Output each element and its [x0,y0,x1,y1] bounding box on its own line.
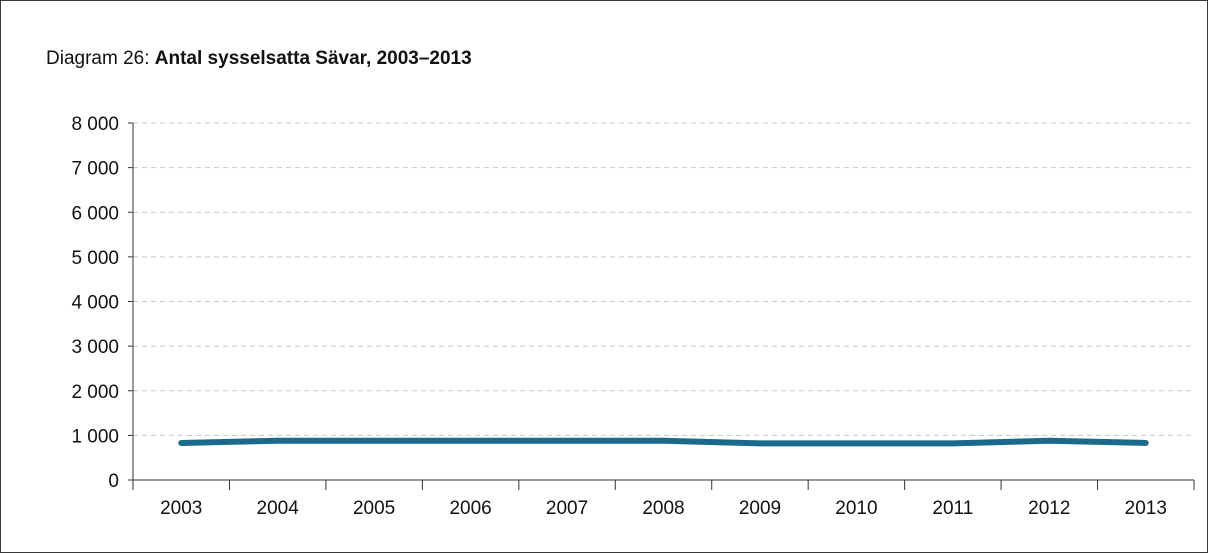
data-point [854,441,858,445]
y-tick-label: 2 000 [71,382,119,403]
data-point [662,439,665,443]
chart-title: Diagram 26: Antal sysselsatta Sävar, 200… [46,48,472,70]
x-tick-label: 2008 [642,498,684,519]
data-point [276,439,280,443]
x-tick-label: 2012 [1028,498,1070,519]
y-tick-label: 8 000 [71,114,119,135]
y-axis-ticks: 0 1 000 2 000 3 000 4 000 5 000 6 000 7 000 8 00… [71,114,133,492]
x-tick-label: 2005 [353,498,395,519]
gridlines [133,122,1194,436]
y-tick-label: 5 000 [71,248,119,269]
data-point [1047,439,1051,443]
y-tick-label: 4 000 [71,293,119,314]
y-tick-label: 0 [108,471,119,492]
x-tick-label: 2004 [257,498,300,519]
x-tick-label: 2003 [160,498,202,519]
chart-title-prefix: Diagram 26: [46,48,155,69]
y-tick-label: 7 000 [71,159,119,180]
y-tick-label: 3 000 [71,337,119,358]
x-tick-label: 2007 [546,498,588,519]
x-tick-label: 2009 [739,498,781,519]
x-tick-label: 2010 [835,498,877,519]
data-point [758,441,762,445]
data-point [951,441,955,445]
data-point [565,439,569,443]
y-tick-label: 1 000 [71,426,119,447]
y-tick-label: 6 000 [71,203,119,224]
series-layer [178,437,1149,447]
chart-title-main: Antal sysselsatta Sävar, 2003–2013 [154,48,472,69]
x-tick-label: 2013 [1125,498,1167,519]
data-point [1144,441,1148,445]
data-point [179,441,183,445]
data-point [372,439,376,443]
data-point [469,439,473,443]
x-axis-ticks: 2003 2004 2005 2006 2007 2008 2009 2010 2011 2012… [132,480,1195,519]
x-tick-label: 2006 [449,498,491,519]
x-tick-label: 2011 [932,498,973,519]
